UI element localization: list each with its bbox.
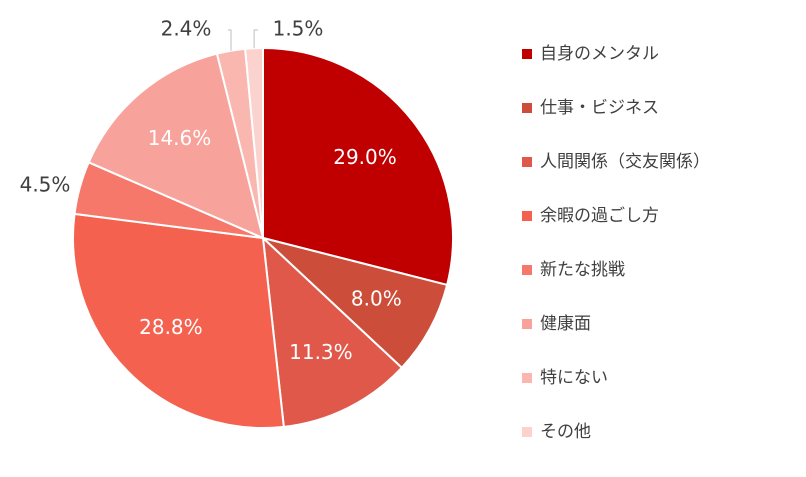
legend-label: 余暇の過ごし方: [540, 206, 659, 226]
legend-swatch: [522, 265, 532, 275]
legend-label: その他: [540, 422, 591, 442]
leader-line: [228, 29, 232, 51]
legend-label: 特にない: [540, 368, 608, 388]
pie-slice: [72, 212, 285, 429]
data-label: 14.6%: [148, 126, 212, 150]
pie-slice: [262, 46, 454, 287]
legend-swatch: [522, 319, 532, 329]
legend-swatch: [522, 103, 532, 113]
data-label: 1.5%: [273, 17, 324, 41]
data-label: 11.3%: [289, 340, 353, 364]
legend-swatch: [522, 49, 532, 59]
legend-label: 健康面: [540, 314, 591, 334]
legend-label: 新たな挑戦: [540, 260, 625, 280]
legend-swatch: [522, 211, 532, 221]
pie-slice: [244, 46, 264, 239]
legend-label: 自身のメンタル: [540, 44, 659, 64]
legend-label: 仕事・ビジネス: [540, 98, 659, 118]
pie-slice: [262, 237, 449, 370]
legend-swatch: [522, 157, 532, 167]
data-label: 4.5%: [20, 173, 71, 197]
legend-swatch: [522, 427, 532, 437]
pie-slice: [87, 52, 265, 240]
pie-slice: [261, 235, 404, 428]
data-label: 8.0%: [351, 287, 402, 311]
leader-line: [253, 29, 258, 49]
data-label: 29.0%: [333, 145, 397, 169]
data-label: 2.4%: [161, 17, 212, 41]
legend-swatch: [522, 373, 532, 383]
data-label: 28.8%: [139, 315, 203, 339]
legend-label: 人間関係（交友関係）: [540, 152, 710, 172]
